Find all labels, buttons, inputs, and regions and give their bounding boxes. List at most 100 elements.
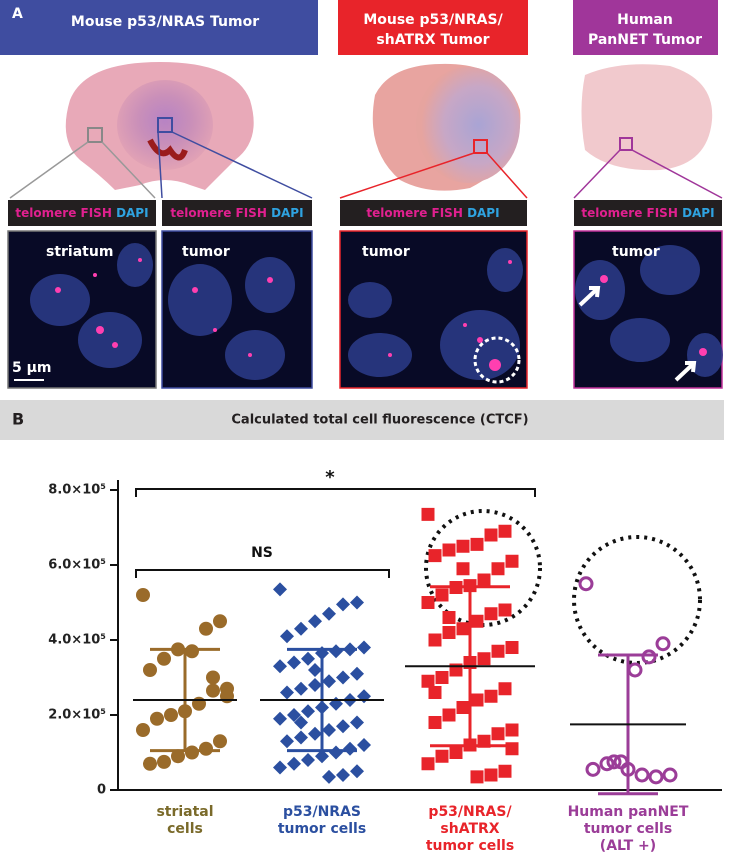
data-point [329, 644, 343, 659]
data-point [136, 723, 150, 737]
data-point [421, 674, 435, 688]
data-point [470, 770, 484, 784]
data-point [421, 596, 435, 609]
data-point [428, 549, 442, 563]
data-point [648, 769, 664, 785]
data-point [273, 659, 287, 674]
data-point [157, 754, 171, 769]
data-point [301, 753, 315, 767]
data-point [164, 708, 178, 722]
annotation: * [325, 467, 335, 488]
data-point [199, 741, 213, 756]
data-point [350, 715, 364, 730]
data-point [498, 524, 512, 538]
data-point [315, 646, 329, 661]
roi-box [157, 117, 173, 133]
data-point [220, 689, 234, 704]
stain-label: telomere FISH [581, 206, 677, 220]
stain-label: DAPI [271, 206, 304, 220]
image-label: tumor [362, 244, 410, 260]
y-tick-label: 8.0×10⁵ [48, 483, 106, 498]
data-point [442, 543, 456, 557]
x-tick-label: tumor cells [584, 821, 672, 837]
data-point [463, 579, 477, 593]
x-tick-label: tumor cells [426, 838, 514, 854]
data-point [336, 768, 350, 782]
image-label: striatum [46, 244, 113, 260]
data-point [484, 768, 498, 782]
data-point [143, 663, 157, 677]
stain-label: telomere FISH DAPI [170, 206, 303, 220]
stain-label: telomere FISH [366, 206, 462, 220]
x-tick-label: p53/NRAS/ [428, 804, 512, 820]
data-point [301, 651, 315, 666]
data-point [329, 696, 343, 711]
data-point [178, 704, 192, 719]
stain-label: DAPI [116, 206, 149, 220]
data-point [136, 588, 150, 602]
data-point [498, 764, 512, 778]
stain-label: DAPI [682, 206, 715, 220]
data-point [206, 683, 220, 698]
annotation: NS [251, 545, 273, 561]
data-point [620, 761, 636, 777]
data-point [322, 723, 336, 737]
data-point [350, 666, 364, 681]
data-point [350, 764, 364, 779]
data-point [442, 611, 456, 624]
data-point [157, 651, 171, 666]
data-point [287, 655, 301, 670]
data-point [428, 686, 442, 699]
data-point [585, 761, 601, 777]
stain-label: telomere FISH DAPI [366, 206, 499, 220]
data-point [294, 715, 308, 730]
data-point [442, 708, 456, 722]
column-title: Mouse p53/NRAS Tumor [71, 14, 259, 30]
data-point [456, 701, 470, 714]
data-point [484, 689, 498, 703]
panel-label: A [12, 6, 23, 22]
data-point [336, 719, 350, 734]
column-title: Mouse p53/NRAS/ [363, 12, 503, 28]
data-point [287, 756, 301, 771]
data-point [599, 756, 615, 772]
data-point [491, 727, 505, 741]
data-point [213, 614, 227, 629]
x-tick-label: tumor cells [278, 821, 366, 837]
data-point [449, 746, 463, 759]
data-point [322, 674, 336, 689]
data-point [357, 738, 371, 752]
y-tick-label: 4.0×10⁵ [48, 633, 106, 648]
data-point [273, 711, 287, 726]
data-point [199, 621, 213, 636]
y-tick-label: 6.0×10⁵ [48, 558, 106, 573]
data-point [470, 537, 484, 551]
roi-box [87, 127, 103, 143]
data-point [336, 597, 350, 612]
data-point [435, 749, 449, 763]
data-point [641, 649, 657, 665]
data-point [294, 621, 308, 636]
stain-label: telomere FISH [170, 206, 266, 220]
x-tick-label: (ALT +) [600, 838, 656, 854]
data-point [470, 693, 484, 707]
data-point [294, 730, 308, 745]
data-point [308, 663, 322, 677]
image-label: tumor [182, 244, 230, 260]
zoom-lines [9, 131, 723, 199]
scale-bar-label: 5 µm [12, 360, 52, 376]
data-point [456, 539, 470, 553]
data-point [484, 528, 498, 542]
data-point [357, 689, 371, 704]
data-point [463, 738, 477, 752]
data-point [421, 757, 435, 771]
highlight-circle [424, 509, 542, 627]
stain-label: DAPI [467, 206, 500, 220]
data-point [315, 749, 329, 764]
column-title: shATRX Tumor [376, 32, 489, 48]
data-point [273, 582, 287, 597]
data-point [343, 642, 357, 657]
data-point [315, 700, 329, 715]
data-point [634, 767, 650, 783]
x-tick-label: Human panNET [568, 804, 689, 820]
